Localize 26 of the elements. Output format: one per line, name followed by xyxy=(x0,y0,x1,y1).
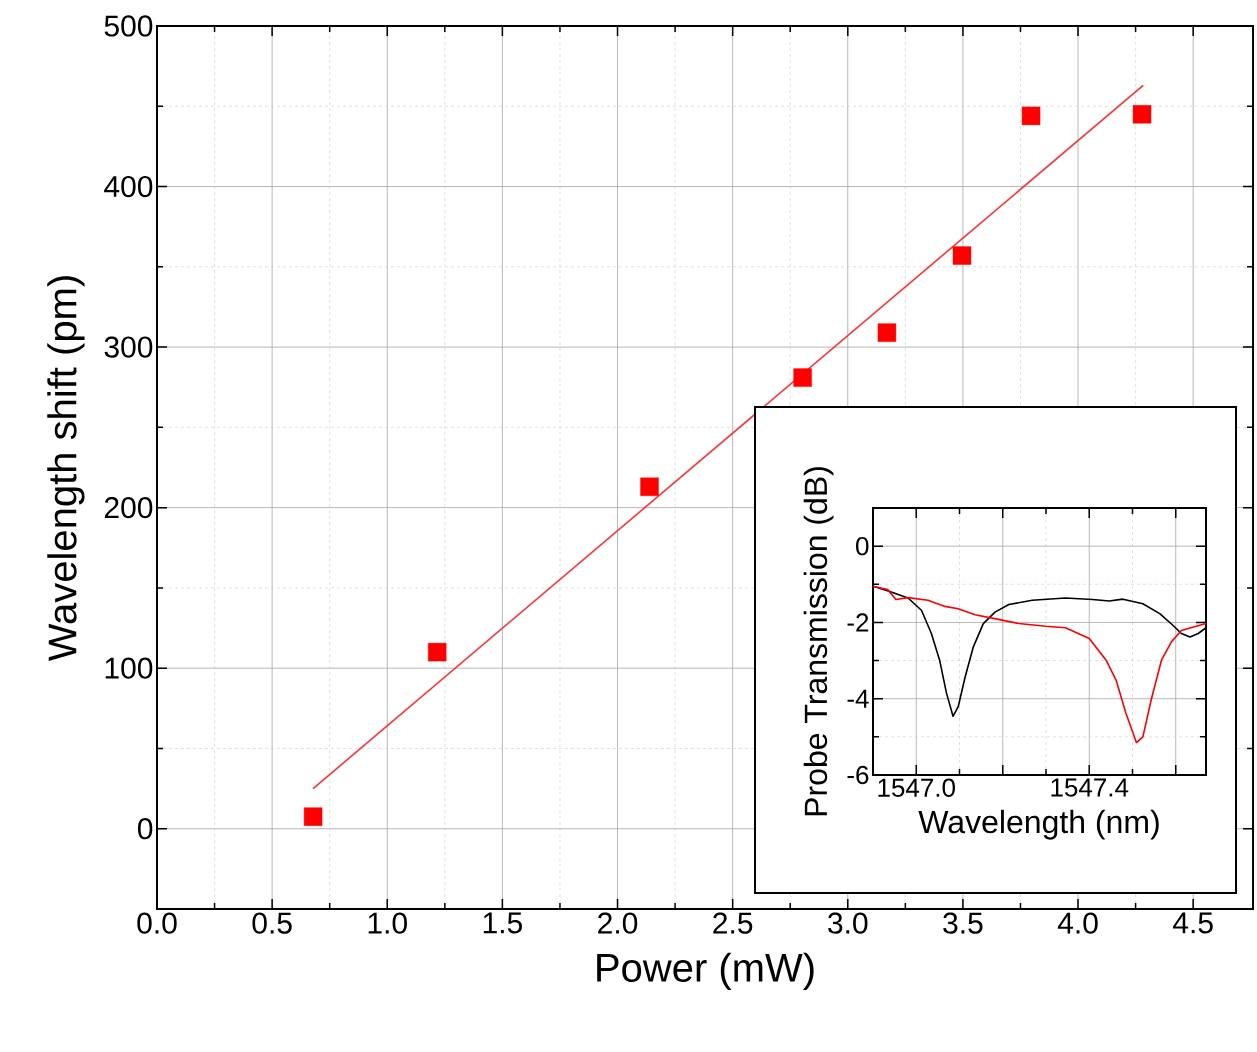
y-tick-label: 200 xyxy=(104,497,153,519)
y-axis-title: Wavelength shift (pm) xyxy=(47,276,85,662)
y-tick-label: -2 xyxy=(847,613,869,632)
x-tick-label: 1.5 xyxy=(483,912,522,934)
y-tick-label: 0 xyxy=(137,818,153,840)
x-tick-label: 0.0 xyxy=(137,912,177,934)
x-axis-title: Power (mW) xyxy=(597,952,814,990)
x-tick-label: 3.5 xyxy=(943,912,983,934)
y-tick-label: 400 xyxy=(104,175,153,198)
x-tick-label: 1547.0 xyxy=(878,778,955,797)
x-tick-label: 3.0 xyxy=(828,912,868,934)
y-axis-title: Probe Transmission (dB) xyxy=(803,467,834,816)
x-tick-label: 1547.4 xyxy=(1051,778,1129,797)
y-tick-label: 500 xyxy=(104,15,153,37)
y-tick-label: 0 xyxy=(856,536,869,556)
x-axis-title: Wavelength (nm) xyxy=(918,809,1159,840)
x-tick-label: 0.5 xyxy=(252,912,292,934)
y-tick-label: -4 xyxy=(847,689,869,708)
y-tick-label: 100 xyxy=(105,657,153,679)
x-tick-label: 2.5 xyxy=(713,912,753,934)
x-tick-label: 1.0 xyxy=(368,912,407,934)
y-tick-label: 300 xyxy=(104,336,153,358)
x-tick-label: 4.5 xyxy=(1173,912,1213,934)
x-tick-label: 2.0 xyxy=(598,912,638,934)
y-tick-label: -6 xyxy=(847,765,869,785)
x-tick-label: 4.0 xyxy=(1057,912,1098,934)
